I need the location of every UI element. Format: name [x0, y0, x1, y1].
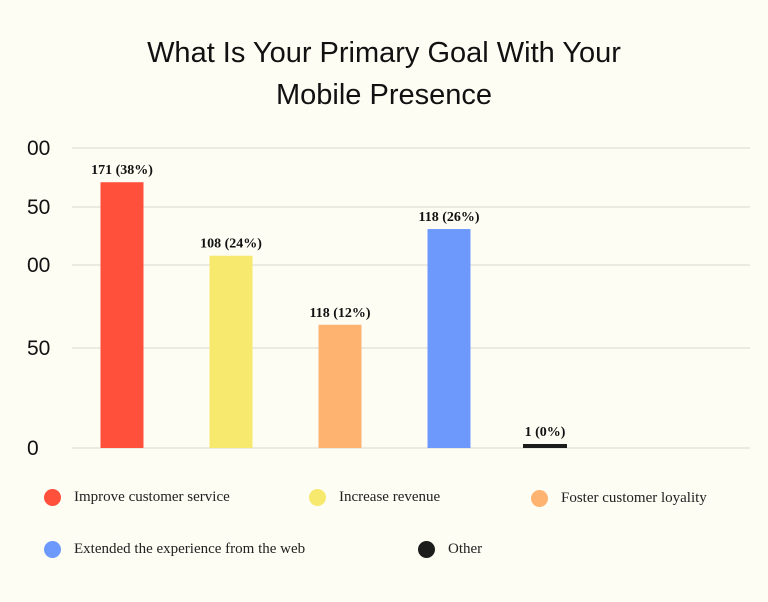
bar [100, 182, 144, 448]
legend-item-extended-the-experience[interactable]: Extended the experience from the web [44, 541, 305, 558]
legend-swatch [418, 541, 435, 558]
legend-label: Other [448, 541, 483, 557]
bar-data-label: 118 (26%) [418, 210, 479, 225]
legend-item-improve-customer-service[interactable]: Improve customer service [44, 489, 230, 506]
bar-data-label: 1 (0%) [525, 425, 566, 440]
y-tick-label: 50 [27, 337, 50, 360]
bar [523, 444, 567, 448]
y-tick-label: 00 [27, 137, 50, 160]
legend-label: Increase revenue [339, 489, 441, 505]
legend-swatch [44, 489, 61, 506]
bar [209, 255, 253, 448]
legend-label: Extended the experience from the web [74, 541, 306, 557]
bar [318, 324, 362, 448]
y-tick-label: 0 [27, 437, 39, 460]
chart-title-line-1: What Is Your Primary Goal With Your [147, 37, 621, 69]
legend-item-foster-customer-loyality[interactable]: Foster customer loyality [531, 490, 707, 507]
bar-data-label: 118 (12%) [309, 306, 370, 321]
chart-title: What Is Your Primary Goal With Your Mobi… [0, 32, 768, 116]
legend-swatch [309, 489, 326, 506]
legend-label: Foster customer loyality [561, 490, 707, 506]
chart-title-line-2: Mobile Presence [276, 79, 492, 111]
bar-data-label: 171 (38%) [91, 163, 153, 178]
legend-item-increase-revenue[interactable]: Increase revenue [309, 489, 440, 506]
bar-data-label: 108 (24%) [200, 237, 262, 252]
legend-swatch [531, 490, 548, 507]
legend-item-other[interactable]: Other [418, 541, 482, 558]
bar [427, 229, 471, 448]
legend-swatch [44, 541, 61, 558]
y-tick-label: 50 [27, 196, 50, 219]
legend-label: Improve customer service [74, 489, 230, 505]
y-tick-label: 00 [27, 254, 50, 277]
